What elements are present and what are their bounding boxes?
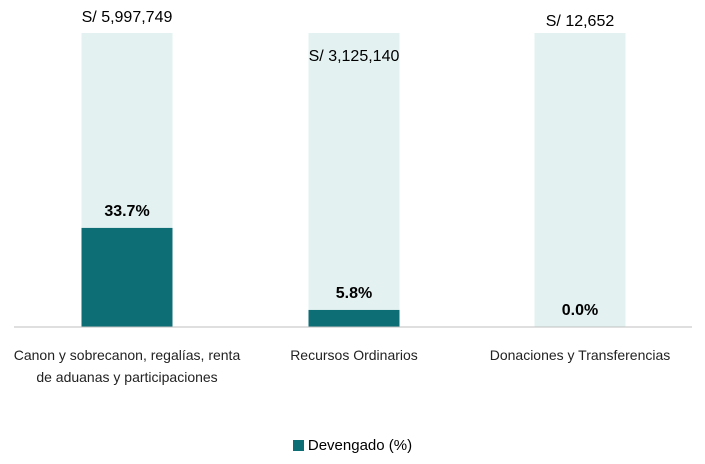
- budget-label: S/ 5,997,749: [82, 9, 173, 26]
- budget-label: S/ 3,125,140: [309, 48, 400, 65]
- x-tick-label: Canon y sobrecanon, regalías, renta de a…: [13, 347, 241, 385]
- value-label: 5.8%: [336, 285, 372, 302]
- track-bar: [308, 33, 400, 327]
- bar: [81, 227, 173, 327]
- track-bar: [534, 33, 626, 327]
- value-label: 33.7%: [104, 203, 149, 220]
- budget-label: S/ 12,652: [546, 13, 615, 30]
- legend-swatch: [292, 440, 304, 451]
- x-tick-label: Recursos Ordinarios: [290, 347, 418, 363]
- bar: [308, 309, 400, 327]
- value-label: 0.0%: [562, 302, 598, 319]
- legend-label: Devengado (%): [307, 437, 413, 454]
- x-tick-label: Donaciones y Transferencias: [489, 347, 671, 363]
- legend: Devengado (%): [0, 437, 705, 454]
